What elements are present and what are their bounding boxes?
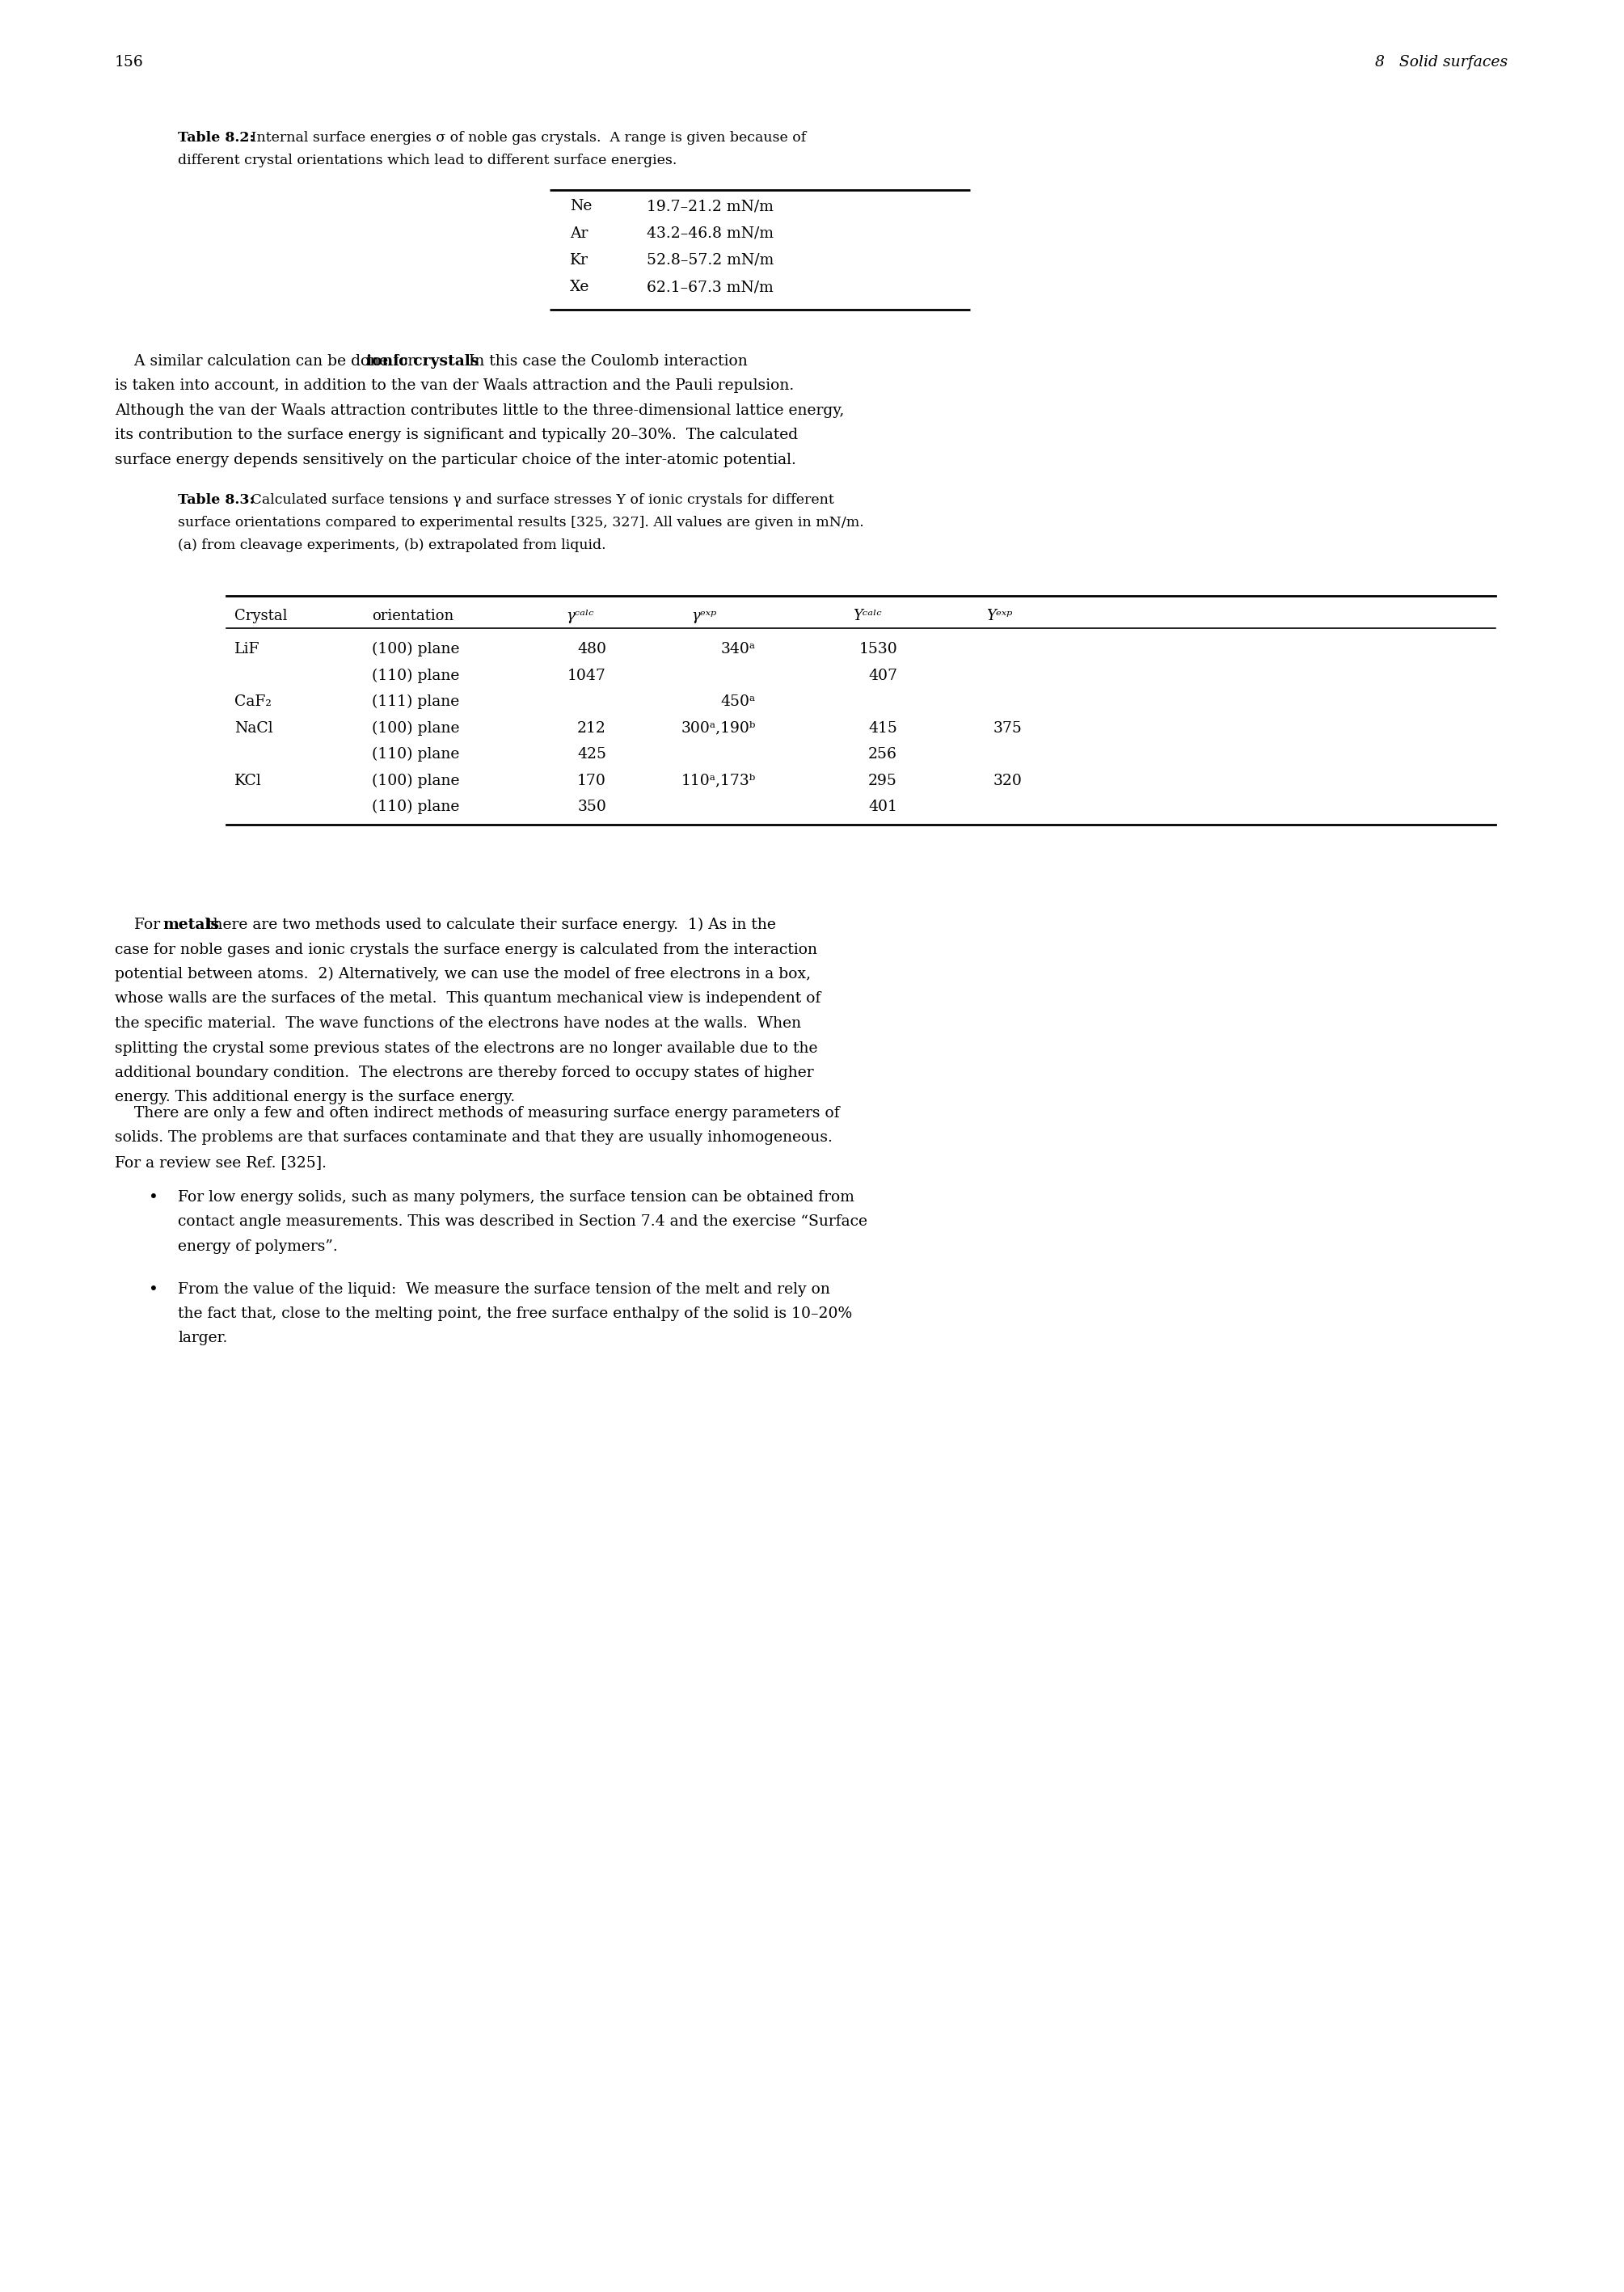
Text: 170: 170 [577, 772, 606, 788]
Text: 212: 212 [577, 720, 606, 736]
Text: ionic crystals: ionic crystals [365, 353, 479, 369]
Text: For a review see Ref. [325].: For a review see Ref. [325]. [115, 1155, 326, 1169]
Text: •: • [149, 1190, 158, 1206]
Text: . In this case the Coulomb interaction: . In this case the Coulomb interaction [460, 353, 747, 369]
Text: (a) from cleavage experiments, (b) extrapolated from liquid.: (a) from cleavage experiments, (b) extra… [179, 539, 606, 552]
Text: energy of polymers”.: energy of polymers”. [179, 1240, 338, 1254]
Text: (110) plane: (110) plane [372, 747, 460, 761]
Text: (100) plane: (100) plane [372, 772, 460, 788]
Text: 425: 425 [577, 747, 606, 761]
Text: Υᵉˣᵖ: Υᵉˣᵖ [986, 610, 1012, 623]
Text: A similar calculation can be done for: A similar calculation can be done for [115, 353, 419, 369]
Text: solids. The problems are that surfaces contaminate and that they are usually inh: solids. The problems are that surfaces c… [115, 1130, 833, 1146]
Text: orientation: orientation [372, 610, 453, 623]
Text: the specific material.  The wave functions of the electrons have nodes at the wa: the specific material. The wave function… [115, 1015, 801, 1031]
Text: metals: metals [162, 917, 219, 933]
Text: LiF: LiF [234, 642, 260, 656]
Text: 450ᵃ: 450ᵃ [721, 694, 755, 708]
Text: different crystal orientations which lead to different surface energies.: different crystal orientations which lea… [179, 154, 677, 167]
Text: energy. This additional energy is the surface energy.: energy. This additional energy is the su… [115, 1091, 515, 1105]
Text: Crystal: Crystal [234, 610, 287, 623]
Text: 415: 415 [869, 720, 898, 736]
Text: Internal surface energies σ of noble gas crystals.  A range is given because of: Internal surface energies σ of noble gas… [247, 131, 806, 144]
Text: 156: 156 [115, 55, 143, 69]
Text: 8   Solid surfaces: 8 Solid surfaces [1376, 55, 1507, 69]
Text: the fact that, close to the melting point, the free surface enthalpy of the soli: the fact that, close to the melting poin… [179, 1306, 853, 1320]
Text: (110) plane: (110) plane [372, 667, 460, 683]
Text: 62.1–67.3 mN/m: 62.1–67.3 mN/m [646, 280, 773, 296]
Text: its contribution to the surface energy is significant and typically 20–30%.  The: its contribution to the surface energy i… [115, 429, 797, 442]
Text: there are two methods used to calculate their surface energy.  1) As in the: there are two methods used to calculate … [203, 917, 776, 933]
Text: whose walls are the surfaces of the metal.  This quantum mechanical view is inde: whose walls are the surfaces of the meta… [115, 992, 820, 1006]
Text: NaCl: NaCl [234, 720, 273, 736]
Text: 340ᵃ: 340ᵃ [721, 642, 755, 656]
Text: Although the van der Waals attraction contributes little to the three-dimensiona: Although the van der Waals attraction co… [115, 403, 844, 417]
Text: •: • [149, 1281, 158, 1297]
Text: Υᶜᵃˡᶜ: Υᶜᵃˡᶜ [853, 610, 882, 623]
Text: 480: 480 [577, 642, 606, 656]
Text: From the value of the liquid:  We measure the surface tension of the melt and re: From the value of the liquid: We measure… [179, 1281, 830, 1297]
Text: 375: 375 [994, 720, 1023, 736]
Text: 19.7–21.2 mN/m: 19.7–21.2 mN/m [646, 199, 773, 213]
Text: 1047: 1047 [567, 669, 606, 683]
Text: 256: 256 [869, 747, 898, 761]
Text: CaF₂: CaF₂ [234, 694, 271, 708]
Text: Kr: Kr [570, 252, 588, 268]
Text: 320: 320 [994, 772, 1023, 788]
Text: For: For [115, 917, 166, 933]
Text: (110) plane: (110) plane [372, 800, 460, 814]
Text: KCl: KCl [234, 772, 261, 788]
Text: (100) plane: (100) plane [372, 720, 460, 736]
Text: 52.8–57.2 mN/m: 52.8–57.2 mN/m [646, 252, 773, 268]
Text: potential between atoms.  2) Alternatively, we can use the model of free electro: potential between atoms. 2) Alternativel… [115, 967, 810, 981]
Text: (111) plane: (111) plane [372, 694, 460, 708]
Text: 43.2–46.8 mN/m: 43.2–46.8 mN/m [646, 227, 773, 241]
Text: Xe: Xe [570, 280, 590, 296]
Text: contact angle measurements. This was described in Section 7.4 and the exercise “: contact angle measurements. This was des… [179, 1215, 867, 1229]
Text: 300ᵃ,190ᵇ: 300ᵃ,190ᵇ [680, 720, 755, 736]
Text: γᶜᵃˡᶜ: γᶜᵃˡᶜ [565, 610, 594, 623]
Text: Ar: Ar [570, 227, 588, 241]
Text: surface energy depends sensitively on the particular choice of the inter-atomic : surface energy depends sensitively on th… [115, 454, 796, 468]
Text: 407: 407 [869, 669, 898, 683]
Text: is taken into account, in addition to the van der Waals attraction and the Pauli: is taken into account, in addition to th… [115, 378, 794, 394]
Text: Calculated surface tensions γ and surface stresses Υ of ionic crystals for diffe: Calculated surface tensions γ and surfac… [247, 493, 835, 507]
Text: additional boundary condition.  The electrons are thereby forced to occupy state: additional boundary condition. The elect… [115, 1066, 814, 1080]
Text: larger.: larger. [179, 1332, 227, 1345]
Text: 350: 350 [577, 800, 606, 814]
Text: 110ᵃ,173ᵇ: 110ᵃ,173ᵇ [680, 772, 755, 788]
Text: 295: 295 [869, 772, 898, 788]
Text: case for noble gases and ionic crystals the surface energy is calculated from th: case for noble gases and ionic crystals … [115, 942, 817, 956]
Text: For low energy solids, such as many polymers, the surface tension can be obtaine: For low energy solids, such as many poly… [179, 1190, 854, 1206]
Text: (100) plane: (100) plane [372, 642, 460, 656]
Text: There are only a few and often indirect methods of measuring surface energy para: There are only a few and often indirect … [115, 1107, 840, 1121]
Text: γᵉˣᵖ: γᵉˣᵖ [692, 610, 716, 623]
Text: splitting the crystal some previous states of the electrons are no longer availa: splitting the crystal some previous stat… [115, 1041, 817, 1054]
Text: Table 8.3:: Table 8.3: [179, 493, 255, 507]
Text: 401: 401 [869, 800, 898, 814]
Text: Table 8.2:: Table 8.2: [179, 131, 255, 144]
Text: 1530: 1530 [859, 642, 898, 656]
Text: Ne: Ne [570, 199, 593, 213]
Text: surface orientations compared to experimental results [325, 327]. All values are: surface orientations compared to experim… [179, 516, 864, 529]
